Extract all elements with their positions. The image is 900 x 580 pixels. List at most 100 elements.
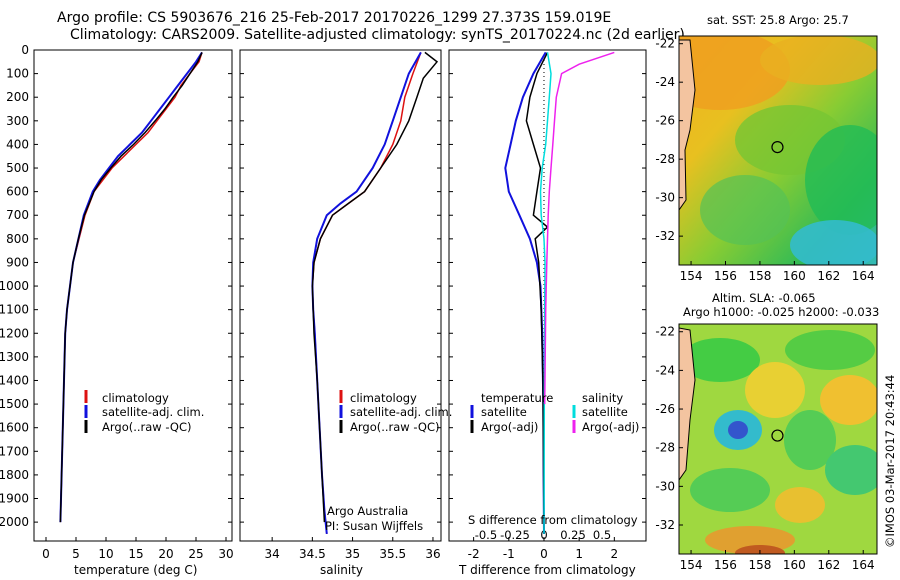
legend-label: satellite-adj. clim. <box>350 405 452 419</box>
series-line-cyan <box>539 52 552 534</box>
series-line-black <box>525 52 549 534</box>
depth-tick-label: 0 <box>21 43 29 57</box>
x-tick-label: 10 <box>98 547 113 561</box>
x2-tick-label: 0.25 <box>560 528 586 542</box>
x-tick-label: 35.5 <box>379 547 406 561</box>
x2-tick-label: 0.5 <box>593 528 611 542</box>
x-tick-label: 0 <box>540 547 548 561</box>
temperature-xlabel: temperature (deg C) <box>74 563 197 577</box>
depth-tick-label: 1400 <box>0 373 29 387</box>
s-difference-xlabel: S difference from climatology <box>468 513 638 527</box>
lon-tick-label: 156 <box>714 558 737 572</box>
pi-text: PI: Susan Wijffels <box>325 519 423 533</box>
difference-series <box>504 51 615 534</box>
title-line-1: Argo profile: CS 5903676_216 25-Feb-2017… <box>57 10 611 26</box>
legend-label: Argo(..raw -QC) <box>102 420 192 434</box>
t-difference-tick-labels: -2 -1 0 1 2 <box>468 537 619 561</box>
s-difference-tick-labels: -0.5 -0.25 0 0.25 0.5 <box>475 528 611 542</box>
sla-map-title: Altim. SLA: -0.065 <box>712 291 816 305</box>
lon-tick-label: 154 <box>680 269 703 283</box>
lat-tick-label: -28 <box>655 441 675 455</box>
x2-tick-label: -0.5 <box>475 528 497 542</box>
legend-title-salinity: salinity <box>582 391 623 405</box>
salinity-series <box>311 51 439 535</box>
x2-tick-label: -0.25 <box>500 528 530 542</box>
legend-label: Argo(-adj) <box>481 420 538 434</box>
x-tick-label: 34 <box>265 547 280 561</box>
legend-label: satellite <box>582 405 628 419</box>
t-difference-xlabel: T difference from climatology <box>458 563 636 577</box>
legend-label: climatology <box>350 391 417 405</box>
difference-panel: -2 -1 0 1 2 -0.5 -0.25 0 0.25 0.5 T difference f… <box>448 49 647 577</box>
legend-label: climatology <box>102 391 169 405</box>
salinity-xlabel: salinity <box>320 563 363 577</box>
depth-tick-label: 1500 <box>0 397 29 411</box>
salinity-axes-frame <box>239 49 442 542</box>
legend-title-temperature: temperature <box>481 391 553 405</box>
depth-tick-label: 700 <box>6 208 29 222</box>
x-tick-label: 5 <box>72 547 80 561</box>
salinity-legend: climatology satellite-adj. clim. Argo(..… <box>339 390 452 434</box>
sst-map-frame <box>678 35 878 266</box>
lon-tick-label: 158 <box>748 269 771 283</box>
legend-label: satellite-adj. clim. <box>102 405 204 419</box>
sst-map-image <box>679 36 877 265</box>
series-line-black <box>59 52 203 523</box>
x-tick-label: 34.5 <box>299 547 326 561</box>
float-position-marker <box>771 429 784 442</box>
x-tick-label: 25 <box>188 547 203 561</box>
depth-tick-label: 2000 <box>0 515 29 529</box>
x-tick-label: 0 <box>42 547 50 561</box>
x-tick-label: 35 <box>345 547 360 561</box>
depth-tick-label: 1000 <box>0 279 29 293</box>
x-tick-label: 15 <box>128 547 143 561</box>
sst-map-title: sat. SST: 25.8 Argo: 25.7 <box>707 13 849 27</box>
depth-tick-label: 300 <box>6 114 29 128</box>
depth-tick-label: 400 <box>6 137 29 151</box>
x-tick-label: -2 <box>468 547 480 561</box>
sla-map-frame <box>678 323 878 555</box>
series-line-red <box>59 52 203 523</box>
lat-tick-label: -24 <box>655 75 675 89</box>
sst-latitude-tick-labels: -22 -24 -26 -28 -30 -32 <box>655 37 683 243</box>
depth-tick-label: 1200 <box>0 326 29 340</box>
depth-tick-label: 1300 <box>0 350 29 364</box>
lon-tick-label: 160 <box>783 558 806 572</box>
salinity-panel: 34 34.5 35 35.5 36 salinity climatology sate… <box>239 49 452 577</box>
lon-tick-label: 162 <box>817 269 840 283</box>
lat-tick-label: -26 <box>655 114 675 128</box>
series-line-blue <box>311 51 422 535</box>
lon-tick-label: 160 <box>783 269 806 283</box>
sla-map-image <box>679 324 877 554</box>
temperature-legend: climatology satellite-adj. clim. Argo(..… <box>84 390 204 434</box>
sla-latitude-tick-labels: -22 -24 -26 -28 -30 -32 <box>655 325 683 532</box>
credit-text: Argo Australia <box>327 504 408 518</box>
series-line-blue <box>59 51 203 523</box>
lat-tick-label: -30 <box>655 191 675 205</box>
sst-longitude-tick-labels: 154 156 158 160 162 164 <box>680 261 875 283</box>
sla-longitude-tick-labels: 154 156 158 160 162 164 <box>680 550 875 572</box>
depth-tick-label: 1100 <box>0 303 29 317</box>
lon-tick-label: 158 <box>748 558 771 572</box>
title-line-2: Climatology: CARS2009. Satellite-adjuste… <box>70 27 685 43</box>
temperature-axes-frame <box>33 49 233 542</box>
sst-map-panel: sat. SST: 25.8 Argo: 25.7 154 156 158 160 16… <box>655 13 878 283</box>
depth-tick-label: 900 <box>6 255 29 269</box>
depth-tick-label: 1700 <box>0 444 29 458</box>
x-tick-label: 2 <box>611 547 619 561</box>
difference-legend: temperature satellite Argo(-adj) salinit… <box>470 391 639 434</box>
series-line-red <box>311 52 422 534</box>
temperature-tick-labels: 0 5 10 15 20 25 30 <box>42 537 234 561</box>
x-tick-label: -1 <box>503 547 515 561</box>
x-tick-label: 36 <box>425 547 440 561</box>
depth-tick-label: 200 <box>6 90 29 104</box>
lat-tick-label: -26 <box>655 402 675 416</box>
lat-tick-label: -32 <box>655 518 675 532</box>
lon-tick-label: 164 <box>852 269 875 283</box>
lat-tick-label: -22 <box>655 325 675 339</box>
legend-label: satellite <box>481 405 527 419</box>
depth-tick-label: 600 <box>6 185 29 199</box>
x-tick-label: 30 <box>218 547 233 561</box>
difference-axes-frame <box>448 49 647 542</box>
